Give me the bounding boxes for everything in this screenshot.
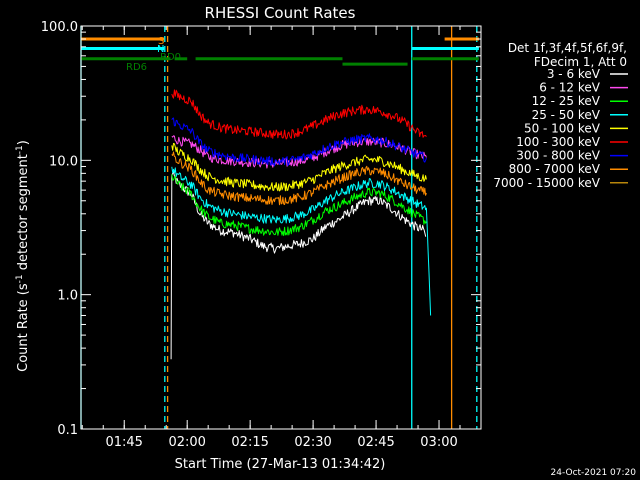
legend-entry-label: 50 - 100 keV: [524, 121, 601, 135]
y-axis-label-part: ): [16, 140, 31, 145]
legend-entry-label: 6 - 12 keV: [539, 81, 601, 95]
legend-entry-label: 7000 - 15000 keV: [493, 176, 600, 190]
state-bar-label: RD6: [126, 62, 147, 73]
state-bar-label: N: [157, 44, 164, 55]
legend-entry-label: 12 - 25 keV: [532, 94, 601, 108]
series-line: [171, 166, 432, 316]
y-axis-label: Count Rate (s-1 detector segment-1): [15, 140, 31, 372]
series-line: [170, 171, 427, 360]
state-bar-label: RD0: [160, 52, 181, 63]
x-axis-label: Start Time (27-Mar-13 01:34:42): [175, 457, 386, 472]
y-tick-label: 100.0: [41, 20, 78, 35]
x-tick-label: 02:45: [357, 435, 394, 450]
y-axis-label-exponent: -1: [15, 274, 25, 283]
legend-entry-label: 25 - 50 keV: [532, 108, 601, 122]
series-line: [171, 89, 427, 140]
legend-entry-label: 300 - 800 keV: [516, 149, 600, 163]
axes: 0.1 1.0 10.0 100.0 01:45 02:00 02:15 02:30 02:45…: [41, 20, 482, 450]
legend-header-line: FDecim 1, Att 0: [534, 55, 627, 69]
y-tick-label: 10.0: [49, 154, 78, 169]
y-axis-label-part: detector segment: [16, 154, 31, 274]
y-tick-label: 1.0: [57, 289, 78, 304]
x-tick-label: 03:00: [420, 435, 457, 450]
legend-entry-label: 100 - 300 keV: [516, 135, 600, 149]
y-axis-label-exponent: -1: [15, 145, 25, 154]
legend: Det 1f,3f,4f,5f,6f,9f,FDecim 1, Att 03 -…: [493, 41, 628, 190]
series-line: [171, 174, 427, 237]
state-bar-label: S: [158, 36, 164, 47]
y-tick-label: 0.1: [57, 423, 78, 438]
series-line: [171, 151, 427, 206]
x-tick-label: 01:45: [105, 435, 142, 450]
chart-title: RHESSI Count Rates: [205, 4, 356, 22]
y-axis-label-part: Count Rate (s: [16, 283, 31, 372]
footer-date: 24-Oct-2021 07:20: [551, 468, 637, 478]
series-line: [171, 117, 427, 167]
x-tick-label: 02:15: [231, 435, 268, 450]
x-tick-label: 02:00: [168, 435, 205, 450]
legend-entry-label: 800 - 7000 keV: [509, 162, 601, 176]
legend-header-line: Det 1f,3f,4f,5f,6f,9f,: [508, 41, 627, 55]
x-tick-label: 02:30: [294, 435, 331, 450]
series-line: [171, 142, 427, 192]
legend-entry-label: 3 - 6 keV: [547, 67, 601, 81]
plot-frame: [80, 25, 482, 430]
